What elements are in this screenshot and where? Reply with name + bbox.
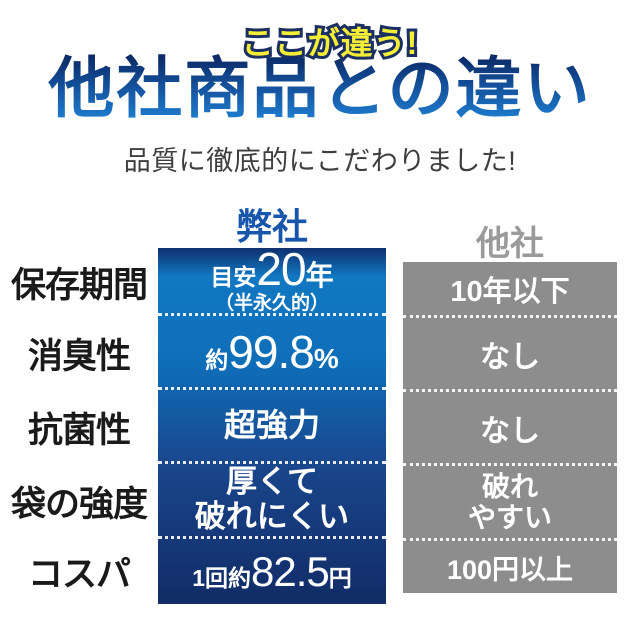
our-deodorizing-unit: % bbox=[313, 342, 339, 374]
our-cell-deodorizing: 約 99.8% bbox=[158, 316, 386, 390]
their-bag-strength-line2: やすい bbox=[467, 502, 552, 533]
their-bag-strength-line1: 破れ bbox=[481, 470, 538, 502]
row-label-deodorizing: 消臭性 bbox=[27, 336, 131, 376]
their-cell-antibacterial: なし bbox=[403, 392, 617, 466]
our-bag-strength-line1: 厚くて bbox=[225, 464, 319, 500]
our-storage-prefix: 目安 bbox=[210, 263, 257, 290]
our-cell-cost-performance: 1回約 82.5 円 bbox=[158, 539, 386, 604]
page-title: 他社商品との違い bbox=[0, 53, 640, 123]
their-cell-cost-performance: 100円以上 bbox=[446, 554, 574, 585]
page-subtitle: 品質に徹底的にこだわりました! bbox=[123, 146, 517, 176]
row-label-cost-performance: コスパ bbox=[27, 555, 131, 594]
our-deodorizing-prefix: 約 bbox=[205, 346, 229, 373]
other-company-column: 10年以下 なし なし 破れ やすい 100円以上 bbox=[403, 262, 617, 593]
our-antibacterial-value: 超強力 bbox=[223, 406, 320, 443]
eyebrow-text: ここが違う! bbox=[239, 22, 421, 64]
row-label-storage-period: 保存期間 bbox=[10, 265, 148, 305]
our-bag-strength-line2: 破れにくい bbox=[194, 499, 350, 534]
their-cell-storage-period: 10年以下 bbox=[403, 262, 617, 318]
our-cell-storage-period: 目安 20 年 （半永久的） bbox=[158, 242, 386, 316]
our-company-column: 目安 20 年 （半永久的） 約 99.8% 超強力 厚くて 破れにくい 1回約 82.… bbox=[158, 242, 386, 604]
their-cell-bag-strength: 破れ やすい bbox=[403, 466, 617, 541]
our-cell-bag-strength: 厚くて 破れにくい bbox=[158, 464, 386, 539]
our-cost-prefix: 1回約 bbox=[192, 564, 252, 591]
our-cell-antibacterial: 超強力 bbox=[158, 390, 386, 464]
our-storage-note: （半永久的） bbox=[214, 292, 329, 314]
row-label-antibacterial: 抗菌性 bbox=[27, 410, 131, 450]
our-storage-unit: 年 bbox=[305, 259, 334, 291]
our-deodorizing-value: 99.8 bbox=[228, 325, 315, 378]
row-label-bag-strength: 袋の強度 bbox=[10, 485, 148, 524]
our-storage-value: 20 bbox=[256, 242, 306, 295]
other-company-column-header: 他社 bbox=[476, 225, 544, 263]
our-company-column-header: 弊社 bbox=[235, 206, 308, 247]
their-cell-deodorizing: なし bbox=[403, 318, 617, 392]
our-cost-value: 82.5 bbox=[251, 547, 330, 595]
our-cost-unit: 円 bbox=[328, 564, 352, 591]
